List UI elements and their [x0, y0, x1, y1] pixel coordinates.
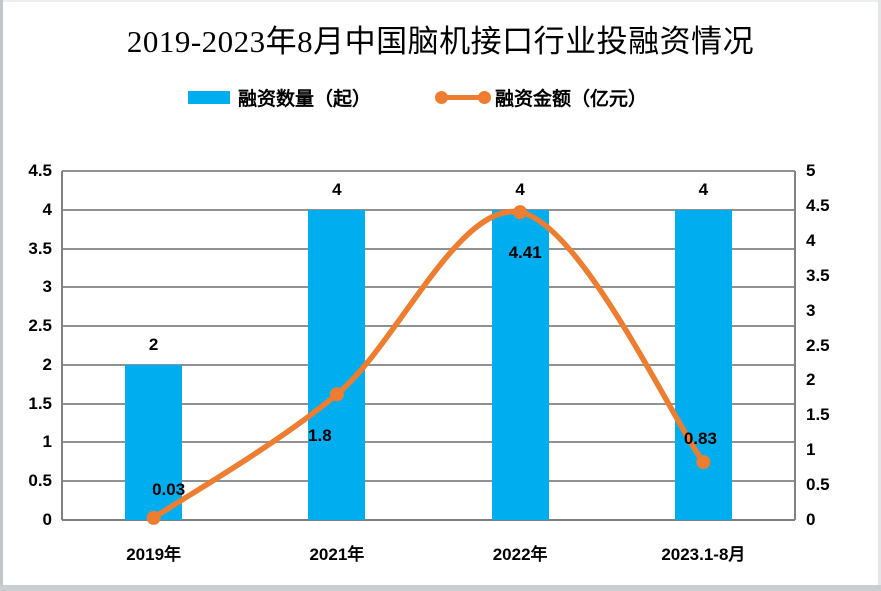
chart-title: 2019-2023年8月中国脑机接口行业投融资情况	[126, 24, 755, 59]
bar-series-swatch-icon	[188, 90, 230, 104]
left-axis-tick-label: 2.5	[28, 316, 52, 336]
left-axis-tick-label: 3	[42, 277, 52, 297]
bar-value-label: 4	[698, 179, 709, 199]
bar-value-label: 2	[148, 334, 159, 354]
right-axis-tick-label: 1	[806, 440, 816, 460]
category-label: 2023.1-8月	[661, 545, 746, 564]
line-data-label: 1.8	[308, 426, 332, 446]
page-edge-left	[0, 0, 3, 591]
bar-2023.1-8月	[674, 209, 732, 520]
line-data-label: 0.83	[683, 429, 717, 449]
bar-2021年	[308, 209, 366, 520]
right-axis-tick-label: 2.5	[806, 335, 830, 355]
legend-item-financing-amount: 融资金额（亿元）	[435, 86, 648, 110]
right-axis-tick-label: 4.5	[806, 195, 830, 215]
bar-value-label: 4	[515, 179, 525, 199]
left-axis-tick-label: 2	[42, 354, 52, 374]
left-axis-tick-label: 3.5	[28, 238, 52, 258]
page-edge-top	[0, 0, 881, 2]
page-edge-right	[878, 0, 881, 591]
left-axis-tick-label: 4	[42, 199, 52, 219]
page-edge-bottom	[0, 585, 881, 591]
line-data-label: 4.41	[508, 243, 542, 263]
legend-label-financing-amount: 融资金额（亿元）	[495, 88, 648, 110]
right-axis-tick-label: 2	[806, 370, 816, 390]
left-axis-tick-label: 0	[42, 510, 52, 529]
right-axis-tick-label: 3	[806, 300, 816, 320]
right-axis-tick-label: 4	[806, 230, 816, 250]
gridline	[62, 170, 795, 172]
line-series-key-icon	[435, 86, 491, 108]
left-axis-tick-label: 4.5	[28, 161, 52, 180]
category-label: 2021年	[309, 545, 365, 564]
right-axis-tick-label: 0.5	[806, 475, 830, 495]
legend-label-financing-count: 融资数量（起）	[238, 88, 372, 110]
right-axis-tick-label: 3.5	[806, 265, 830, 285]
left-axis-tick-label: 1.5	[28, 393, 52, 413]
right-axis-line	[794, 171, 796, 520]
left-axis-line	[61, 171, 63, 520]
line-data-label: 0.03	[152, 479, 186, 499]
left-axis-tick-label: 1	[42, 432, 52, 452]
right-axis-tick-label: 0	[806, 510, 816, 529]
left-axis-tick-label: 0.5	[28, 471, 52, 491]
category-label: 2022年	[492, 545, 548, 564]
right-axis-tick-label: 1.5	[806, 405, 830, 425]
category-label: 2019年	[126, 545, 182, 564]
right-axis-tick-label: 5	[806, 161, 816, 180]
legend-item-financing-count: 融资数量（起）	[188, 86, 372, 110]
bar-value-label: 4	[332, 179, 342, 199]
